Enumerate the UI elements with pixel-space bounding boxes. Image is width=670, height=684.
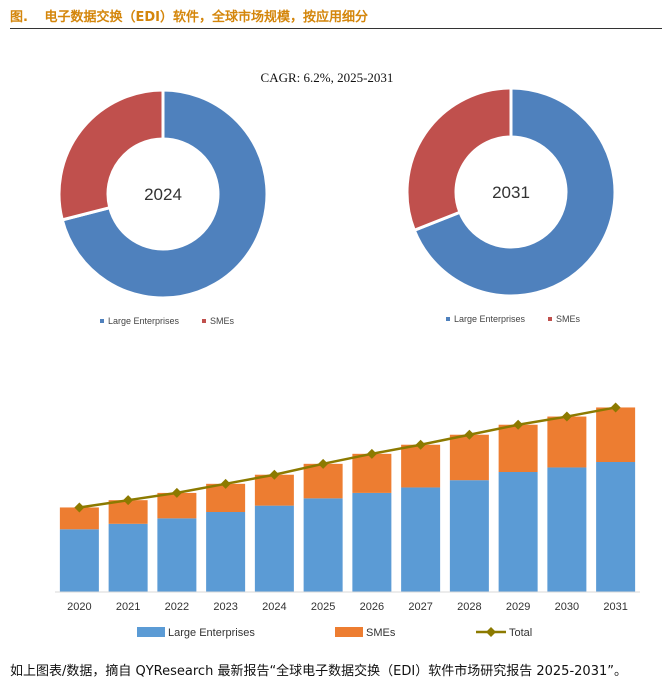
total-marker — [610, 402, 621, 413]
title-divider — [10, 28, 662, 29]
bar-large-enterprises — [401, 487, 441, 592]
legend-swatch — [202, 319, 206, 323]
donut-slice-large-enterprises — [60, 88, 269, 300]
legend-label: Large Enterprises — [454, 314, 526, 324]
figure-title-text: 电子数据交换（EDI）软件，全球市场规模，按应用细分 — [44, 10, 368, 25]
total-line — [79, 406, 616, 509]
x-tick-label: 2022 — [165, 601, 189, 613]
source-caption: 如上图表/数据，摘自 QYResearch 最新报告“全球电子数据交换（EDI）… — [10, 664, 627, 679]
total-marker — [123, 495, 134, 506]
legend-swatch — [100, 319, 104, 323]
x-tick-label: 2028 — [457, 601, 481, 613]
x-tick-label: 2025 — [311, 601, 335, 613]
donut-legend: Large Enterprises SMEs — [100, 316, 235, 326]
total-marker — [318, 458, 329, 469]
bar-large-enterprises — [303, 498, 343, 592]
donut-legend: Large Enterprises SMEs — [446, 314, 581, 324]
donut-center-label: 2024 — [144, 185, 182, 204]
legend-swatch-large-enterprises — [137, 627, 165, 637]
bar-smes — [449, 434, 489, 481]
x-tick-label: 2029 — [506, 601, 530, 613]
bar-smes — [108, 500, 148, 524]
bar-large-enterprises — [59, 529, 99, 592]
total-marker — [171, 487, 182, 498]
donut-chart-2031: 2031 Large Enterprises SMEs — [405, 86, 617, 324]
donut-center-label: 2031 — [492, 183, 530, 202]
bar-large-enterprises — [108, 523, 148, 592]
x-tick-label: 2031 — [603, 601, 627, 613]
legend-label: SMEs — [210, 316, 235, 326]
stacked-bar-chart: 2020 2021 2022 2023 2024 2025 2026 2027 2028 2029… — [55, 402, 640, 639]
bar-large-enterprises — [498, 472, 538, 592]
donut-chart-2024: 2024 Large Enterprises SMEs — [57, 88, 269, 326]
total-marker — [74, 502, 85, 513]
total-marker — [464, 429, 475, 440]
bar-legend: Large Enterprises SMEs Total — [137, 627, 532, 639]
bar-large-enterprises — [254, 505, 294, 592]
bar-smes — [352, 453, 392, 493]
legend-swatch-smes — [335, 627, 363, 637]
x-tick-label: 2030 — [555, 601, 579, 613]
legend-label: Large Enterprises — [168, 627, 255, 639]
bar-smes — [401, 444, 441, 488]
donut-slice-smes — [405, 86, 513, 233]
legend-label: Total — [509, 627, 532, 639]
total-marker — [561, 411, 572, 422]
total-marker — [415, 439, 426, 450]
legend-swatch — [548, 317, 552, 321]
donut-slice-large-enterprises — [412, 86, 617, 298]
bar-smes — [254, 474, 294, 506]
bar-large-enterprises — [352, 492, 392, 592]
x-tick-label: 2023 — [213, 601, 237, 613]
cagr-title: CAGR: 6.2%, 2025-2031 — [261, 70, 394, 85]
x-tick-label: 2027 — [408, 601, 432, 613]
figure-title: 图. 电子数据交换（EDI）软件，全球市场规模，按应用细分 — [10, 6, 368, 25]
total-marker — [513, 419, 524, 430]
bar-smes — [59, 507, 99, 530]
total-marker — [220, 478, 231, 489]
bar-large-enterprises — [596, 462, 636, 592]
legend-label: Large Enterprises — [108, 316, 180, 326]
bar-smes — [596, 407, 636, 462]
x-tick-label: 2026 — [360, 601, 384, 613]
bar-large-enterprises — [449, 480, 489, 592]
bar-smes — [547, 416, 587, 468]
x-tick-label: 2021 — [116, 601, 140, 613]
figure-label: 图. — [10, 10, 28, 25]
bar-large-enterprises — [206, 512, 246, 592]
bar-large-enterprises — [157, 518, 197, 592]
legend-label: SMEs — [556, 314, 581, 324]
legend-label: SMEs — [366, 627, 396, 639]
bar-smes — [498, 424, 538, 472]
legend-swatch — [446, 317, 450, 321]
total-marker — [366, 448, 377, 459]
legend-marker-total — [486, 627, 496, 637]
bar-smes — [303, 463, 343, 499]
bar-large-enterprises — [547, 467, 587, 592]
donut-slice-smes — [57, 88, 165, 222]
x-tick-label: 2024 — [262, 601, 286, 613]
x-tick-label: 2020 — [67, 601, 91, 613]
total-marker — [269, 469, 280, 480]
